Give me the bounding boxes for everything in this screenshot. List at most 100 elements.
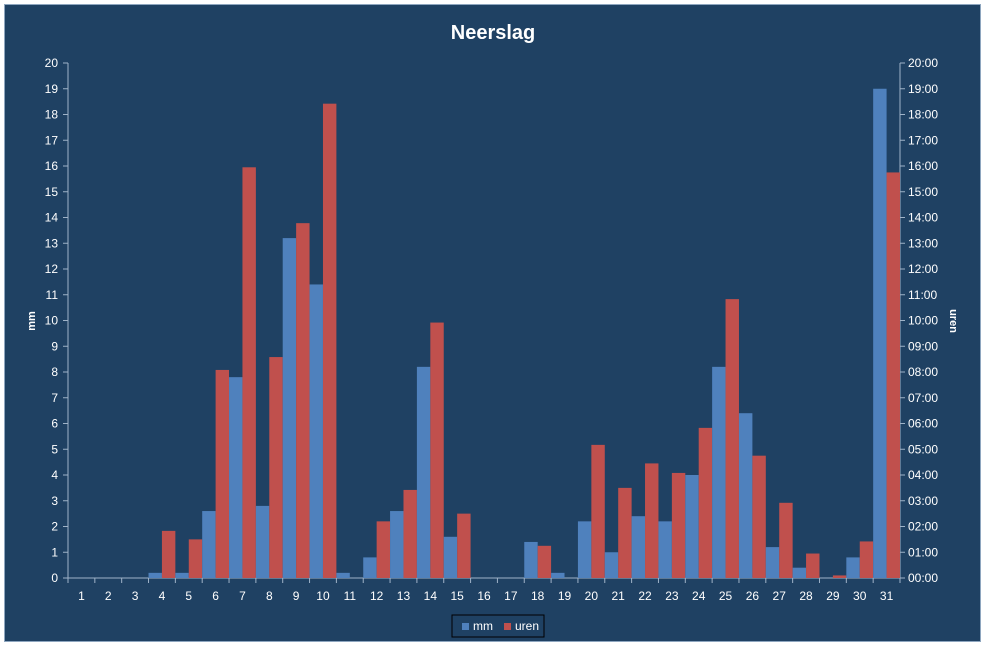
x-tick-label: 17 <box>504 589 518 603</box>
left-tick-label: 10 <box>45 314 59 328</box>
right-tick-label: 12:00 <box>908 262 938 276</box>
left-tick-label: 11 <box>46 288 59 302</box>
bar-mm <box>175 572 189 578</box>
x-tick-label: 15 <box>450 589 464 603</box>
legend-swatch <box>462 623 469 630</box>
bar-uren <box>322 103 337 578</box>
x-tick-label: 24 <box>692 589 706 603</box>
bar-uren <box>457 513 471 578</box>
bar-mm <box>873 88 887 578</box>
bar-uren <box>859 541 874 578</box>
left-tick-label: 17 <box>45 133 59 147</box>
left-tick-label: 15 <box>45 185 59 199</box>
left-tick-label: 18 <box>45 108 59 122</box>
bar-uren <box>806 553 820 578</box>
bar-mm <box>658 521 672 578</box>
left-tick-label: 4 <box>51 468 58 482</box>
chart-svg: Neerslag mm uren 01234567891011121314151… <box>26 22 959 638</box>
x-tick-label: 25 <box>719 589 733 603</box>
x-tick-label: 10 <box>316 589 330 603</box>
bars <box>148 88 900 579</box>
left-tick-label: 13 <box>45 236 59 250</box>
bar-uren <box>671 472 686 578</box>
bar-mm <box>765 547 780 578</box>
right-tick-label: 13:00 <box>908 236 938 250</box>
bar-mm <box>363 557 377 578</box>
bar-mm <box>255 505 270 578</box>
bar-uren <box>779 502 793 578</box>
x-tick-label: 26 <box>746 589 760 603</box>
right-tick-label: 19:00 <box>908 82 938 96</box>
right-tick-label: 02:00 <box>908 520 938 534</box>
legend-box <box>451 614 545 638</box>
right-tick-label: 07:00 <box>908 391 938 405</box>
x-tick-label: 3 <box>132 589 139 603</box>
bar-mm <box>631 516 646 578</box>
left-tick-label: 6 <box>51 417 58 431</box>
bar-mm <box>390 511 404 578</box>
legend-swatch <box>504 623 511 630</box>
bar-mm <box>148 572 162 578</box>
left-tick-label: 20 <box>45 56 59 70</box>
left-tick-label: 12 <box>45 262 59 276</box>
x-tick-label: 4 <box>159 589 166 603</box>
x-tick-label: 21 <box>612 589 626 603</box>
bar-mm <box>309 284 323 578</box>
x-tick-label: 1 <box>78 589 85 603</box>
bar-mm <box>202 511 216 578</box>
x-tick-label: 14 <box>424 589 438 603</box>
x-tick-label: 5 <box>185 589 192 603</box>
right-tick-label: 03:00 <box>908 494 938 508</box>
bar-uren <box>242 167 256 578</box>
bar-mm <box>229 377 243 578</box>
right-tick-label: 17:00 <box>908 133 938 147</box>
left-tick-label: 9 <box>51 339 58 353</box>
bar-uren <box>591 444 605 578</box>
x-tick-label: 2 <box>105 589 112 603</box>
bar-uren <box>403 489 417 578</box>
x-tick-label: 9 <box>293 589 300 603</box>
right-tick-label: 06:00 <box>908 417 938 431</box>
x-tick-label: 22 <box>638 589 652 603</box>
bar-uren <box>537 545 552 578</box>
left-tick-label: 8 <box>51 365 58 379</box>
bar-mm <box>416 366 431 578</box>
legend: mm uren <box>451 614 545 638</box>
left-tick-label: 7 <box>51 391 58 405</box>
bar-mm <box>712 366 726 578</box>
right-tick-label: 15:00 <box>908 185 938 199</box>
bar-mm <box>792 567 807 578</box>
bar-uren <box>832 575 847 578</box>
right-axis-title: uren <box>947 309 959 333</box>
right-tick-label: 00:00 <box>908 571 938 585</box>
right-tick-label: 18:00 <box>908 108 938 122</box>
bar-uren <box>269 357 283 578</box>
chart-title: Neerslag <box>451 22 536 44</box>
left-tick-label: 0 <box>51 571 58 585</box>
x-tick-label: 19 <box>558 589 572 603</box>
left-tick-label: 3 <box>51 494 58 508</box>
bar-uren <box>698 427 713 578</box>
x-tick-label: 28 <box>799 589 813 603</box>
axes <box>63 62 905 583</box>
left-tick-label: 19 <box>45 82 59 96</box>
bar-uren <box>376 521 391 578</box>
bar-uren <box>215 369 230 578</box>
x-tick-label: 23 <box>665 589 679 603</box>
bar-mm <box>551 572 565 578</box>
right-tick-label: 14:00 <box>908 211 938 225</box>
x-tick-label: 12 <box>370 589 384 603</box>
bar-uren <box>645 463 659 578</box>
right-tick-label: 04:00 <box>908 468 938 482</box>
left-tick-label: 16 <box>45 159 59 173</box>
bar-uren <box>161 530 176 578</box>
left-tick-label: 2 <box>51 520 58 534</box>
bar-uren <box>752 455 766 578</box>
x-tick-label: 13 <box>397 589 411 603</box>
bar-uren <box>886 172 900 578</box>
bar-mm <box>524 541 538 578</box>
bar-uren <box>430 322 444 578</box>
bar-uren <box>618 487 632 578</box>
x-tick-label: 16 <box>477 589 491 603</box>
left-tick-label: 5 <box>51 442 58 456</box>
